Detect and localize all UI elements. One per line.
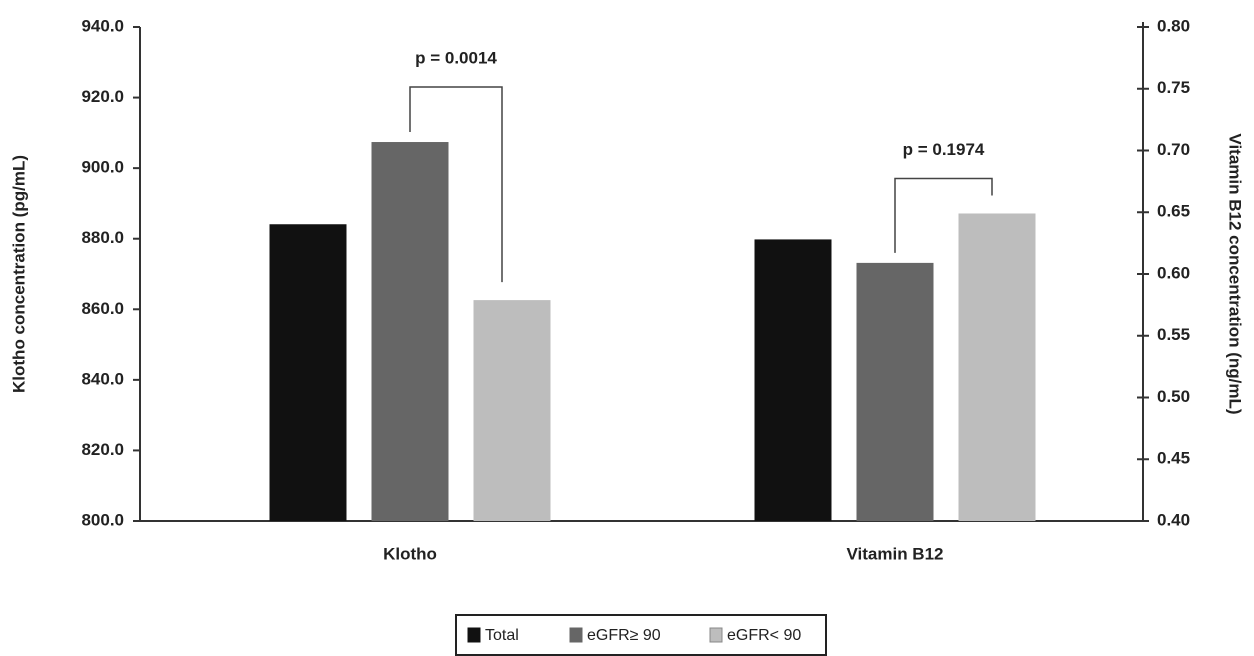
legend-swatch <box>709 627 723 643</box>
bar <box>371 142 449 521</box>
y-tick-label: 920.0 <box>81 87 124 106</box>
y-axis-title: Klotho concentration (pg/mL) <box>9 155 28 393</box>
legend-swatch <box>467 627 481 643</box>
legend-box <box>455 614 827 656</box>
bar <box>473 300 551 521</box>
y-tick-label: 940.0 <box>81 16 124 35</box>
y-tick-label: 880.0 <box>81 228 124 247</box>
y2-tick-label: 0.45 <box>1157 449 1190 468</box>
bar <box>856 262 934 521</box>
y2-tick-label: 0.55 <box>1157 325 1190 344</box>
annotation-bracket <box>409 86 503 283</box>
y-tick-label: 840.0 <box>81 369 124 388</box>
y2-tick-label: 0.50 <box>1157 387 1190 406</box>
annotation: p = 0.1974 <box>903 140 985 159</box>
legend-swatch <box>569 627 583 643</box>
bar <box>269 224 347 522</box>
y2-tick-label: 0.80 <box>1157 16 1190 35</box>
y-tick-label: 860.0 <box>81 299 124 318</box>
bar <box>754 239 832 522</box>
legend-label: Total <box>485 627 519 644</box>
y2-tick-label: 0.70 <box>1157 140 1190 159</box>
x-tick-label: Vitamin B12 <box>846 544 943 563</box>
y-tick-label: 820.0 <box>81 440 124 459</box>
y2-tick-label: 0.65 <box>1157 202 1190 221</box>
annotation-bracket <box>894 177 993 253</box>
y-tick-label: 900.0 <box>81 158 124 177</box>
y2-tick-label: 0.40 <box>1157 510 1190 529</box>
bar <box>958 213 1036 522</box>
y-tick-label: 800.0 <box>81 510 124 529</box>
legend-label: eGFR≥ 90 <box>587 627 661 644</box>
y2-tick-label: 0.75 <box>1157 78 1190 97</box>
y2-tick-label: 0.60 <box>1157 263 1190 282</box>
x-tick-label: Klotho <box>383 544 437 563</box>
y2-axis-title: Vitamin B12 concentration (ng/mL) <box>1226 133 1245 414</box>
annotation: p = 0.0014 <box>415 49 497 68</box>
legend-label: eGFR< 90 <box>727 627 801 644</box>
